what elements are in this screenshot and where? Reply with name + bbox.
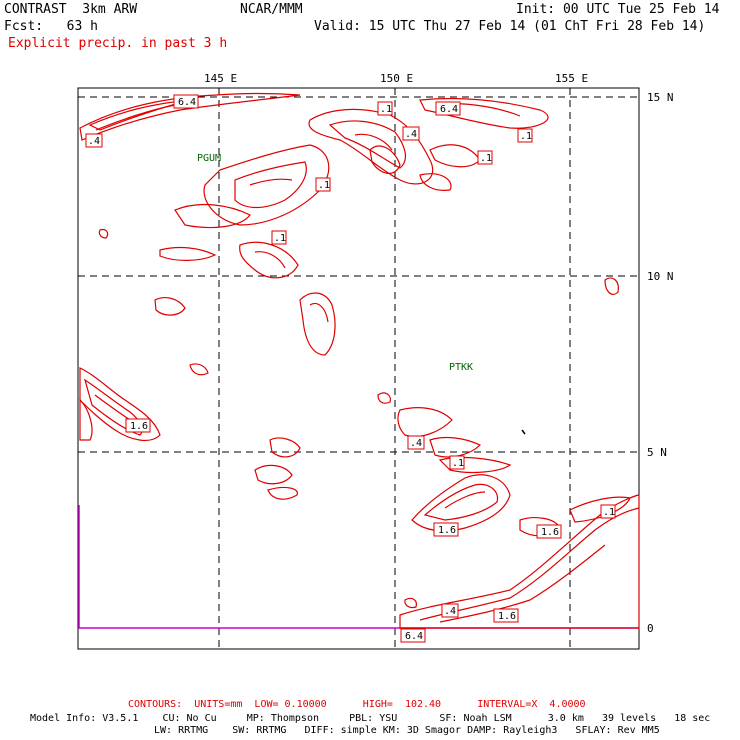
contour-label: .1 bbox=[600, 504, 616, 519]
svg-text:6.4: 6.4 bbox=[440, 104, 458, 115]
lat-label-10: 10 N bbox=[647, 270, 674, 283]
lon-label-155: 155 E bbox=[555, 72, 588, 85]
valid-time: Valid: 15 UTC Thu 27 Feb 14 (01 ChT Fri … bbox=[314, 19, 706, 34]
island-marker bbox=[521, 429, 526, 435]
contour-label: .4 bbox=[85, 133, 103, 148]
svg-text:1.6: 1.6 bbox=[438, 525, 456, 536]
svg-text:.4: .4 bbox=[88, 136, 100, 147]
contour-label: 1.6 bbox=[536, 524, 562, 539]
model-info: Model Info: V3.5.1 CU: No Cu MP: Thompso… bbox=[30, 713, 711, 724]
contour-label: .1 bbox=[517, 128, 533, 143]
contour-label: 1.6 bbox=[125, 418, 151, 433]
physics-info: LW: RRTMG SW: RRTMG DIFF: simple KM: 3D … bbox=[154, 725, 660, 736]
contour-label: 1.6 bbox=[433, 522, 459, 537]
precip-contours bbox=[79, 92, 640, 629]
contour-label: 6.4 bbox=[435, 101, 461, 116]
lat-lon-grid bbox=[78, 88, 639, 649]
svg-text:.1: .1 bbox=[520, 131, 532, 142]
contour-label: .1 bbox=[377, 101, 393, 116]
svg-text:.1: .1 bbox=[480, 153, 492, 164]
equator-line bbox=[78, 505, 639, 629]
svg-text:.4: .4 bbox=[444, 606, 456, 617]
contour-label: .1 bbox=[271, 230, 287, 245]
contour-label: .1 bbox=[477, 150, 493, 165]
svg-text:6.4: 6.4 bbox=[178, 97, 196, 108]
field-name: Explicit precip. in past 3 h bbox=[8, 36, 228, 51]
svg-text:1.6: 1.6 bbox=[541, 527, 559, 538]
contour-label: 1.6 bbox=[493, 608, 519, 623]
svg-text:.1: .1 bbox=[318, 180, 330, 191]
map-frame bbox=[77, 87, 640, 650]
svg-text:.1: .1 bbox=[603, 507, 615, 518]
contour-label: .4 bbox=[402, 126, 420, 141]
forecast-hour: Fcst: 63 h bbox=[4, 19, 98, 34]
lon-label-145: 145 E bbox=[204, 72, 237, 85]
svg-text:6.4: 6.4 bbox=[405, 631, 423, 642]
lat-label-0: 0 bbox=[647, 622, 654, 635]
contour-label: .4 bbox=[441, 603, 459, 618]
lat-label-5: 5 N bbox=[647, 446, 667, 459]
station-labels: PGUM PTKK bbox=[197, 153, 473, 373]
svg-text:.1: .1 bbox=[274, 233, 286, 244]
contour-label: .1 bbox=[315, 177, 331, 192]
svg-text:.1: .1 bbox=[380, 104, 392, 115]
org-label: NCAR/MMM bbox=[240, 2, 303, 17]
svg-text:1.6: 1.6 bbox=[130, 421, 148, 432]
contour-label: 6.4 bbox=[173, 94, 199, 109]
model-title: CONTRAST 3km ARW bbox=[4, 2, 138, 17]
svg-text:.4: .4 bbox=[410, 438, 422, 449]
contour-labels: 6.4 .4 .1 6.4 .1 .4 bbox=[85, 94, 616, 643]
init-time: Init: 00 UTC Tue 25 Feb 14 bbox=[516, 2, 720, 17]
svg-text:.1: .1 bbox=[452, 458, 464, 469]
station-ptkk: PTKK bbox=[449, 362, 473, 373]
lat-label-15: 15 N bbox=[647, 91, 674, 104]
contour-label: .1 bbox=[449, 455, 465, 470]
lon-label-150: 150 E bbox=[380, 72, 413, 85]
contour-label: 6.4 bbox=[400, 628, 426, 643]
station-pgum: PGUM bbox=[197, 153, 221, 164]
svg-text:.4: .4 bbox=[405, 129, 417, 140]
svg-text:1.6: 1.6 bbox=[498, 611, 516, 622]
contours-info: CONTOURS: UNITS=mm LOW= 0.10000 HIGH= 10… bbox=[128, 699, 586, 710]
contour-label: .4 bbox=[407, 435, 425, 450]
